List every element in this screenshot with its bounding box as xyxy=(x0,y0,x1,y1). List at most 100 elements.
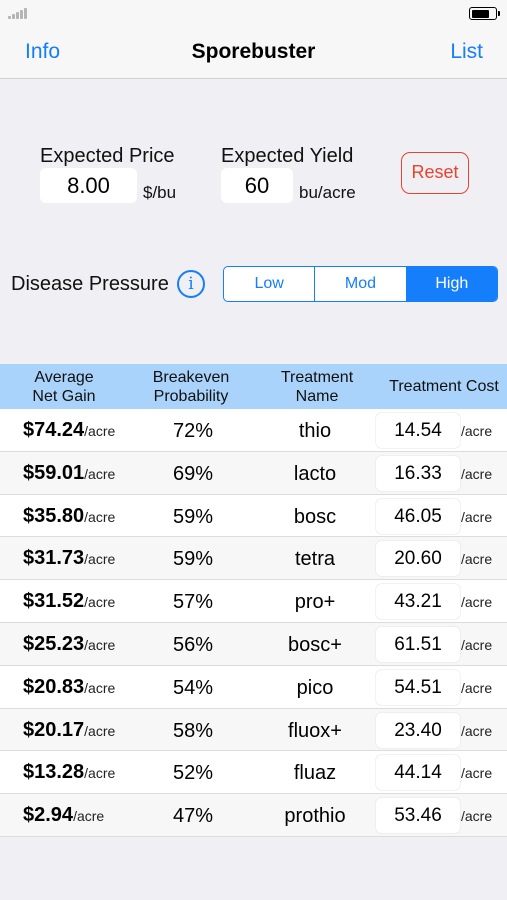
cost-unit: /acre xyxy=(461,636,493,653)
net-gain-unit: /acre xyxy=(84,722,116,739)
treatment-cost-field[interactable]: 14.54 xyxy=(376,413,460,448)
treatment-name: lacto xyxy=(293,462,337,485)
treatment-name: pico xyxy=(296,676,334,699)
reset-button[interactable]: Reset xyxy=(401,152,469,194)
expected-yield-label: Expected Yield xyxy=(221,145,354,167)
table-row: $59.01/acre 69% lacto 16.33 /acre xyxy=(0,451,507,495)
info-button[interactable]: Info xyxy=(25,40,61,63)
net-gain-value: $20.83 xyxy=(23,675,85,698)
net-gain-cell: $20.17/acre xyxy=(23,719,115,742)
net-gain-value: $13.28 xyxy=(23,761,85,784)
table-row: $25.23/acre 56% bosc+ 61.51 /acre xyxy=(0,622,507,666)
battery-icon xyxy=(469,7,500,20)
net-gain-value: $31.52 xyxy=(23,590,85,613)
header-treatment-cost: Treatment Cost xyxy=(389,378,499,395)
table-row: $20.17/acre 58% fluox+ 23.40 /acre xyxy=(0,708,507,752)
table-row: $31.73/acre 59% tetra 20.60 /acre xyxy=(0,537,507,581)
battery-fill xyxy=(471,9,490,18)
cost-unit: /acre xyxy=(461,594,493,611)
treatment-name: prothio xyxy=(284,805,346,828)
net-gain-value: $74.24 xyxy=(23,419,85,441)
expected-yield-field[interactable]: 60 xyxy=(221,168,293,203)
cost-unit: /acre xyxy=(461,679,493,696)
treatment-cost-field[interactable]: 20.60 xyxy=(376,541,460,577)
status-bar xyxy=(0,0,507,28)
net-gain-unit: /acre xyxy=(84,508,116,525)
net-gain-cell: $25.23/acre xyxy=(23,633,115,656)
net-gain-cell: $13.28/acre xyxy=(23,761,115,784)
net-gain-value: $35.80 xyxy=(23,504,85,527)
breakeven-probability: 57% xyxy=(172,591,214,614)
treatment-name: tetra xyxy=(294,548,336,571)
net-gain-value: $31.73 xyxy=(23,547,85,570)
treatment-name: bosc xyxy=(293,505,337,528)
segment-high[interactable]: High xyxy=(405,267,497,301)
table-row: $74.24/acre 72% thio 14.54 /acre xyxy=(0,409,507,452)
expected-price-field[interactable]: 8.00 xyxy=(40,168,137,203)
cost-unit: /acre xyxy=(461,551,493,568)
treatment-name: bosc+ xyxy=(288,633,342,656)
segment-mod[interactable]: Mod xyxy=(314,267,405,301)
treatment-cost-field[interactable]: 54.51 xyxy=(376,669,460,705)
net-gain-unit: /acre xyxy=(73,808,105,825)
net-gain-unit: /acre xyxy=(84,594,116,611)
net-gain-cell: $2.94/acre xyxy=(23,804,104,827)
treatment-cost-field[interactable]: 44.14 xyxy=(376,755,460,791)
net-gain-value: $25.23 xyxy=(23,632,85,655)
breakeven-probability: 56% xyxy=(172,633,214,656)
treatment-name: thio xyxy=(298,420,332,442)
breakeven-probability: 58% xyxy=(172,719,214,742)
net-gain-unit: /acre xyxy=(84,551,116,568)
net-gain-unit: /acre xyxy=(84,423,116,439)
treatment-cost-field[interactable]: 23.40 xyxy=(376,712,460,748)
header-breakeven-probability: Breakeven Probability xyxy=(152,369,230,405)
table-row: $31.52/acre 57% pro+ 43.21 /acre xyxy=(0,580,507,623)
cost-unit: /acre xyxy=(461,722,493,739)
net-gain-cell: $59.01/acre xyxy=(23,462,115,485)
treatment-name: pro+ xyxy=(294,591,336,614)
price-unit-label: $/bu xyxy=(143,183,177,202)
disease-pressure-control: Low Mod High xyxy=(223,266,498,302)
breakeven-probability: 72% xyxy=(172,420,214,442)
net-gain-cell: $31.52/acre xyxy=(23,590,115,613)
treatment-cost-field[interactable]: 53.46 xyxy=(376,798,460,834)
expected-price-label: Expected Price xyxy=(40,145,175,167)
treatment-cost-field[interactable]: 61.51 xyxy=(376,626,460,662)
cost-unit: /acre xyxy=(461,423,493,439)
net-gain-unit: /acre xyxy=(84,679,116,696)
net-gain-cell: $31.73/acre xyxy=(23,547,115,570)
info-icon[interactable]: i xyxy=(177,270,205,298)
net-gain-value: $2.94 xyxy=(23,804,74,827)
net-gain-value: $59.01 xyxy=(23,461,85,484)
yield-unit-label: bu/acre xyxy=(299,183,356,202)
cost-unit: /acre xyxy=(461,508,493,525)
treatment-cost-field[interactable]: 16.33 xyxy=(376,455,460,491)
breakeven-probability: 59% xyxy=(172,505,214,528)
table-row: $35.80/acre 59% bosc 46.05 /acre xyxy=(0,494,507,538)
table-row: $20.83/acre 54% pico 54.51 /acre xyxy=(0,665,507,709)
table-row: $13.28/acre 52% fluaz 44.14 /acre xyxy=(0,751,507,795)
cost-unit: /acre xyxy=(461,808,493,825)
breakeven-probability: 59% xyxy=(172,548,214,571)
navigation-bar: Info Sporebuster List xyxy=(0,28,507,79)
net-gain-unit: /acre xyxy=(84,465,116,482)
breakeven-probability: 54% xyxy=(172,676,214,699)
header-net-gain: Average Net Gain xyxy=(32,369,96,405)
net-gain-value: $20.17 xyxy=(23,718,85,741)
net-gain-cell: $35.80/acre xyxy=(23,505,115,528)
treatment-cost-field[interactable]: 43.21 xyxy=(376,584,460,620)
net-gain-cell: $74.24/acre xyxy=(23,419,115,442)
treatment-name: fluaz xyxy=(293,762,337,785)
treatment-cost-field[interactable]: 46.05 xyxy=(376,498,460,534)
breakeven-probability: 69% xyxy=(172,462,214,485)
treatment-table: $74.24/acre 72% thio 14.54 /acre $59.01/… xyxy=(0,409,507,837)
cost-unit: /acre xyxy=(461,765,493,782)
list-button[interactable]: List xyxy=(450,40,483,63)
net-gain-unit: /acre xyxy=(84,636,116,653)
segment-low[interactable]: Low xyxy=(254,275,284,292)
table-header: Average Net Gain Breakeven Probability T… xyxy=(0,364,507,409)
breakeven-probability: 47% xyxy=(172,805,214,828)
disease-pressure-label: Disease Pressure xyxy=(11,273,169,295)
breakeven-probability: 52% xyxy=(172,762,214,785)
table-row: $2.94/acre 47% prothio 53.46 /acre xyxy=(0,794,507,837)
